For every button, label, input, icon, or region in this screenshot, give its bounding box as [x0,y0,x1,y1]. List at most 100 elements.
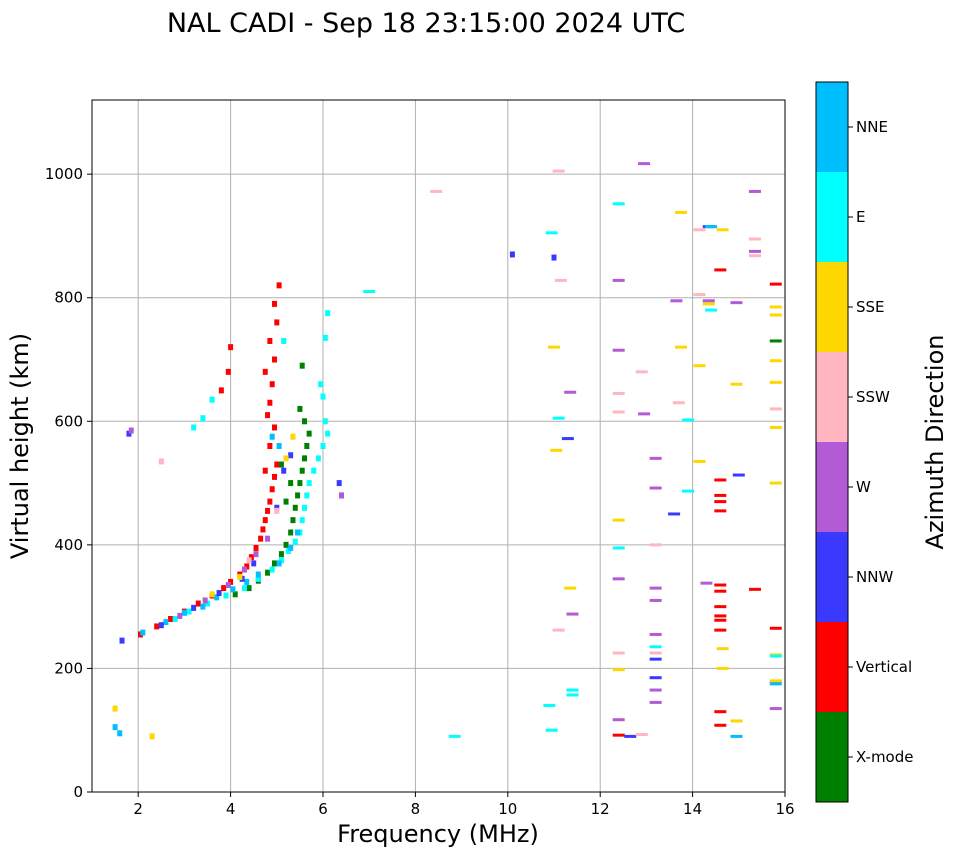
echo-point-vertical [748,587,761,591]
trace-point-e [200,415,206,422]
echo-point-w [702,299,715,303]
echo-point-e [566,693,579,697]
trace-point-nne [117,730,123,737]
echo-point-e [649,645,662,649]
echo-point-sse [730,382,743,386]
trace-point-e [320,393,326,400]
trace-point-nne [288,544,294,551]
trace-point-vertical [248,554,254,561]
echo-point-sse [769,679,782,683]
echo-point-sse [548,345,560,349]
trace-point-e [311,467,317,474]
echo-point-w [748,249,761,253]
trace-point-nne [244,578,250,585]
trace-point-w [128,427,134,434]
trace-point-x-mode [246,585,252,592]
trace-point-vertical [262,368,268,375]
trace-point-vertical [221,585,227,592]
trace-point-e [306,480,312,487]
trace-point-ssw [158,458,164,465]
trace-point-vertical [262,467,268,474]
trace-point-x-mode [288,480,294,487]
echo-point-vertical [714,583,727,587]
colorbar-tick-label: NNE [856,118,888,136]
echo-point-ssw [635,733,648,737]
echo-point-sse [564,586,577,590]
trace-point-nnw [158,622,164,629]
echo-point-sse [716,666,729,670]
echo-point-w [649,486,662,490]
echo-point-w [638,412,651,416]
echo-point-vertical [714,509,727,513]
colorbar-swatch-x-mode [816,712,848,802]
trace-point-x-mode [283,498,289,505]
trace-point-x-mode [288,529,294,536]
trace-point-vertical [267,498,273,505]
trace-point-vertical [267,443,273,449]
echo-point-vertical [714,628,727,632]
trace-point-nnw [551,254,557,261]
trace-point-e [285,548,291,555]
echo-point-e [705,308,718,312]
trace-point-e [318,381,324,388]
colorbar-label: Azimuth Direction [921,335,949,550]
trace-point-x-mode [232,591,238,598]
trace-point-w [253,551,259,558]
colorbar-tick-label: SSE [856,298,885,316]
trace-point-vertical [218,387,224,394]
y-axis-ticks: 0 200 400 600 800 1000 [45,165,92,801]
echo-point-ssw [635,370,648,374]
echo-point-sse [675,210,688,214]
trace-point-e [325,310,331,317]
trace-point-vertical [271,356,277,363]
echo-point-w [566,612,579,616]
trace-point-vertical [267,337,273,344]
echo-point-ssw [552,169,565,173]
trace-point-ssw [274,507,280,514]
echo-point-sse [612,668,625,672]
trace-point-nnw [251,560,257,567]
trace-point-ssw [246,557,252,564]
echo-point-w [649,688,662,692]
trace-point-vertical [168,616,174,622]
trace-point-nne [276,560,282,567]
trace-point-sse [283,455,289,462]
echo-point-nne [769,682,782,686]
echo-point-w [612,278,625,282]
echo-point-vertical [769,282,782,286]
echo-point-ssw [748,237,761,241]
echo-point-ssw [693,293,706,297]
x-axis-label: Frequency (MHz) [337,820,539,848]
echo-point-w [649,586,662,590]
trace-point-vertical [274,319,280,326]
trace-point-e [315,455,321,462]
trace-point-e [223,592,229,599]
echo-point-ssw [649,651,662,655]
x-tick-label: 12 [591,800,610,818]
trace-point-nnw [281,467,287,474]
trace-point-e [304,492,310,499]
trace-point-x-mode [304,443,310,449]
colorbar-tick-label: W [856,478,871,496]
trace-point-vertical [269,381,275,388]
echo-point-vertical [714,605,727,609]
echo-point-sse [675,345,688,349]
trace-point-vertical [154,623,160,630]
x-tick-label: 16 [775,800,794,818]
trace-point-sse [149,733,155,740]
trace-point-e [205,600,210,607]
echo-point-sse [716,647,729,651]
trace-point-nne [200,603,206,610]
echo-point-e [612,546,625,550]
y-tick-label: 400 [54,536,83,554]
colorbar: X-mode Vertical NNW W SSW SSE E NNE [816,82,913,802]
echo-point-vertical [769,626,782,630]
echo-point-sse [702,302,715,306]
y-tick-label: 600 [54,412,83,430]
echo-point-sse [693,459,706,463]
echo-point-e [612,202,625,206]
x-tick-label: 10 [498,800,517,818]
echo-point-ssw [612,410,625,414]
trace-point-nne [269,433,275,440]
echo-point-vertical [714,268,727,272]
